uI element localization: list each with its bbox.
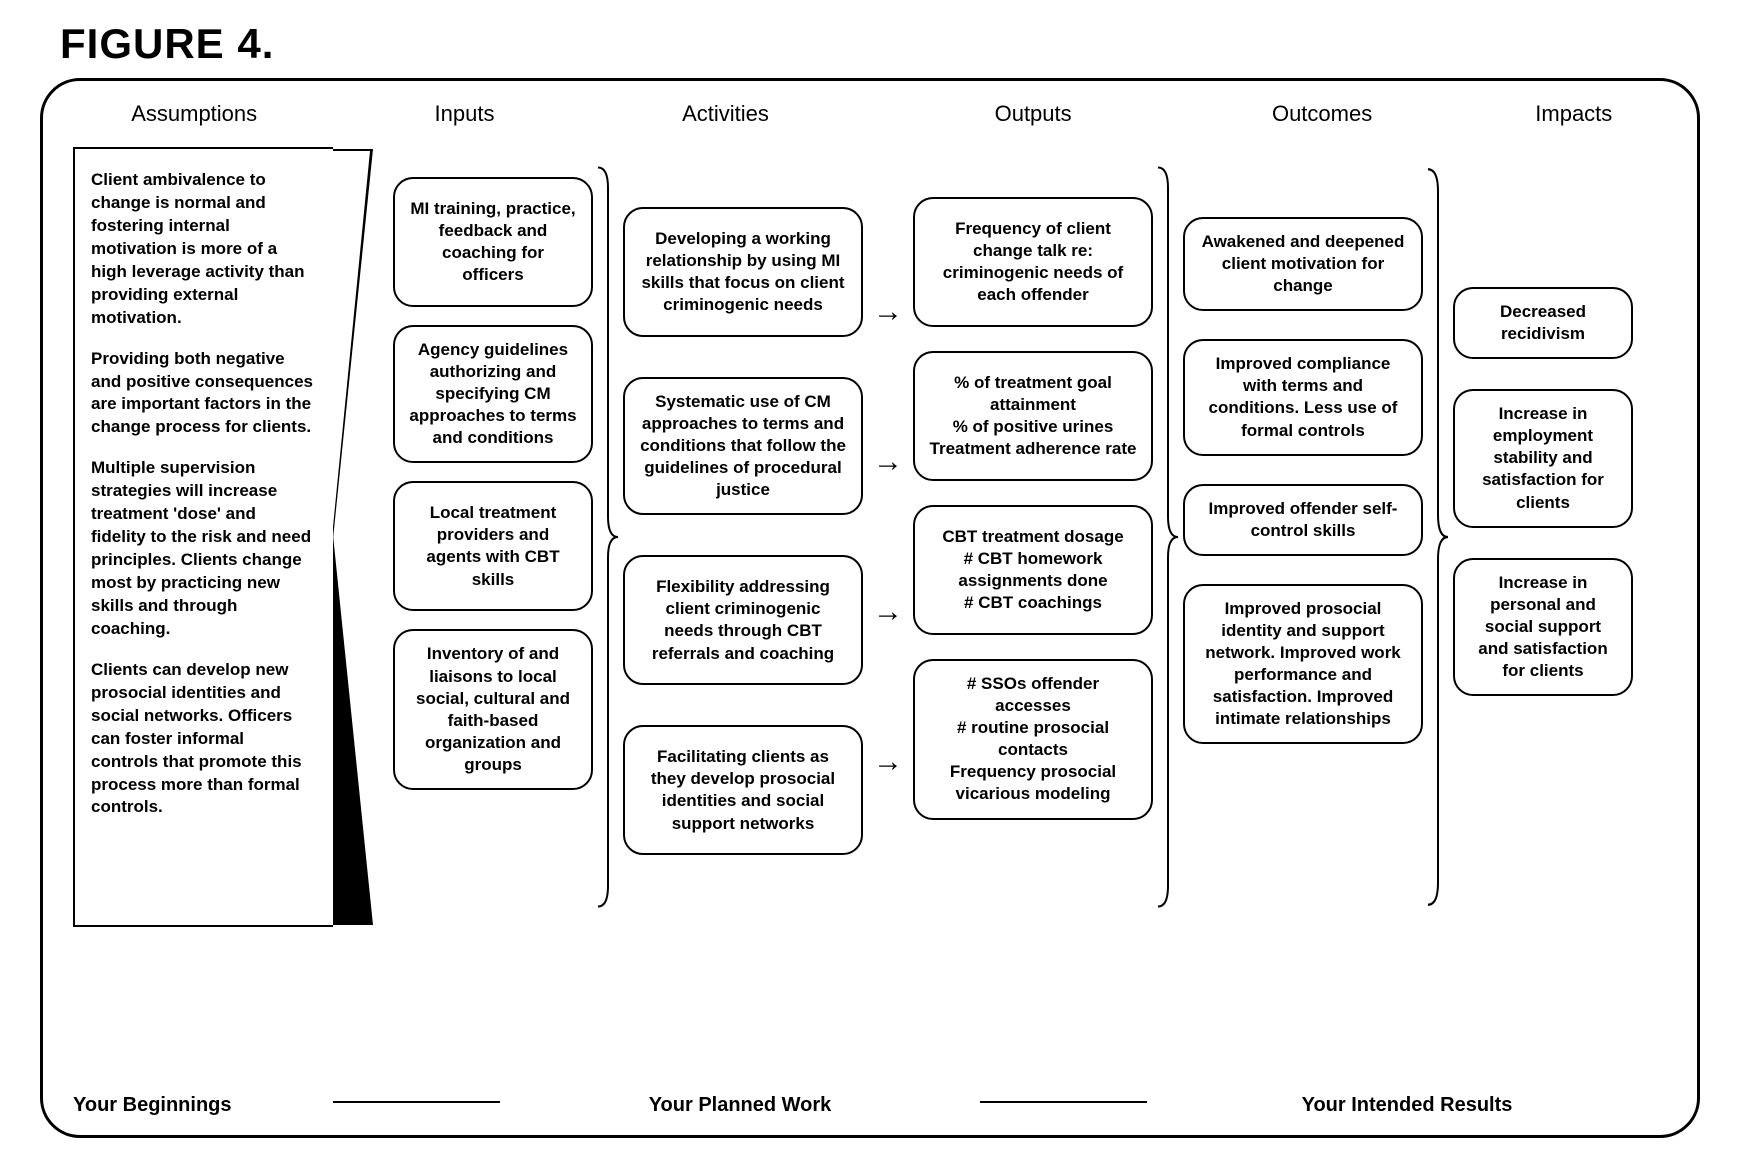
- assumption-text: Client ambivalence to change is normal a…: [91, 169, 315, 330]
- col-inputs: MI training, practice, feedback and coac…: [393, 177, 593, 790]
- header-activities: Activities: [595, 101, 856, 127]
- brace-outcomes-impacts: [1423, 147, 1453, 927]
- activity-box: Flexibility addressing client criminogen…: [623, 555, 863, 685]
- impact-box: Decreased recidivism: [1453, 287, 1633, 359]
- impact-box: Increase in personal and social support …: [1453, 558, 1633, 696]
- brace-inputs-activities: [593, 147, 623, 927]
- header-impacts: Impacts: [1481, 101, 1667, 127]
- columns-container: Client ambivalence to change is normal a…: [73, 147, 1667, 927]
- logic-model-frame: Assumptions Inputs Activities Outputs Ou…: [40, 78, 1700, 1138]
- header-outcomes: Outcomes: [1192, 101, 1453, 127]
- arrow-icon: →: [863, 747, 913, 777]
- input-box: Local treatment providers and agents wit…: [393, 481, 593, 611]
- input-box: MI training, practice, feedback and coac…: [393, 177, 593, 307]
- col-impacts: Decreased recidivism Increase in employm…: [1453, 287, 1633, 696]
- output-box: Frequency of client change talk re: crim…: [913, 197, 1153, 327]
- header-inputs: Inputs: [362, 101, 567, 127]
- assumption-text: Providing both negative and positive con…: [91, 348, 315, 440]
- outcome-box: Awakened and deepened client motivation …: [1183, 217, 1423, 311]
- assumptions-box: Client ambivalence to change is normal a…: [73, 147, 333, 927]
- footer-divider: [980, 1101, 1147, 1103]
- arrows-activities-outputs: → → → →: [863, 147, 913, 927]
- col-activities: Developing a working relationship by usi…: [623, 207, 863, 855]
- activity-box: Systematic use of CM approaches to terms…: [623, 377, 863, 515]
- column-headers: Assumptions Inputs Activities Outputs Ou…: [73, 101, 1667, 127]
- footer-planned: Your Planned Work: [500, 1094, 980, 1117]
- output-box: CBT treatment dosage# CBT homework assig…: [913, 505, 1153, 635]
- input-box: Agency guidelines authorizing and specif…: [393, 325, 593, 463]
- input-box: Inventory of and liaisons to local socia…: [393, 629, 593, 790]
- outcome-box: Improved compliance with terms and condi…: [1183, 339, 1423, 455]
- footer-divider: [333, 1101, 500, 1103]
- outcome-box: Improved offender self-control skills: [1183, 484, 1423, 556]
- footer-section-labels: Your Beginnings Your Planned Work Your I…: [73, 1094, 1667, 1117]
- brace-outputs-outcomes: [1153, 147, 1183, 927]
- footer-beginnings: Your Beginnings: [73, 1094, 333, 1117]
- footer-results: Your Intended Results: [1147, 1094, 1667, 1117]
- arrow-icon: →: [863, 597, 913, 627]
- impact-box: Increase in employment stability and sat…: [1453, 389, 1633, 527]
- header-assumptions: Assumptions: [73, 101, 315, 127]
- activity-box: Developing a working relationship by usi…: [623, 207, 863, 337]
- arrow-icon: →: [863, 297, 913, 327]
- outcome-box: Improved prosocial identity and support …: [1183, 584, 1423, 745]
- col-outputs: Frequency of client change talk re: crim…: [913, 197, 1153, 820]
- output-box: # SSOs offender accesses# routine prosoc…: [913, 659, 1153, 820]
- output-box: % of treatment goal attainment% of posit…: [913, 351, 1153, 481]
- figure-title: FIGURE 4.: [60, 20, 1702, 68]
- arrow-icon: →: [863, 447, 913, 477]
- header-outputs: Outputs: [903, 101, 1164, 127]
- col-outcomes: Awakened and deepened client motivation …: [1183, 217, 1423, 744]
- activity-box: Facilitating clients as they develop pro…: [623, 725, 863, 855]
- assumption-text: Multiple supervision strategies will inc…: [91, 457, 315, 641]
- assumption-text: Clients can develop new prosocial identi…: [91, 659, 315, 820]
- col-assumptions: Client ambivalence to change is normal a…: [73, 147, 333, 927]
